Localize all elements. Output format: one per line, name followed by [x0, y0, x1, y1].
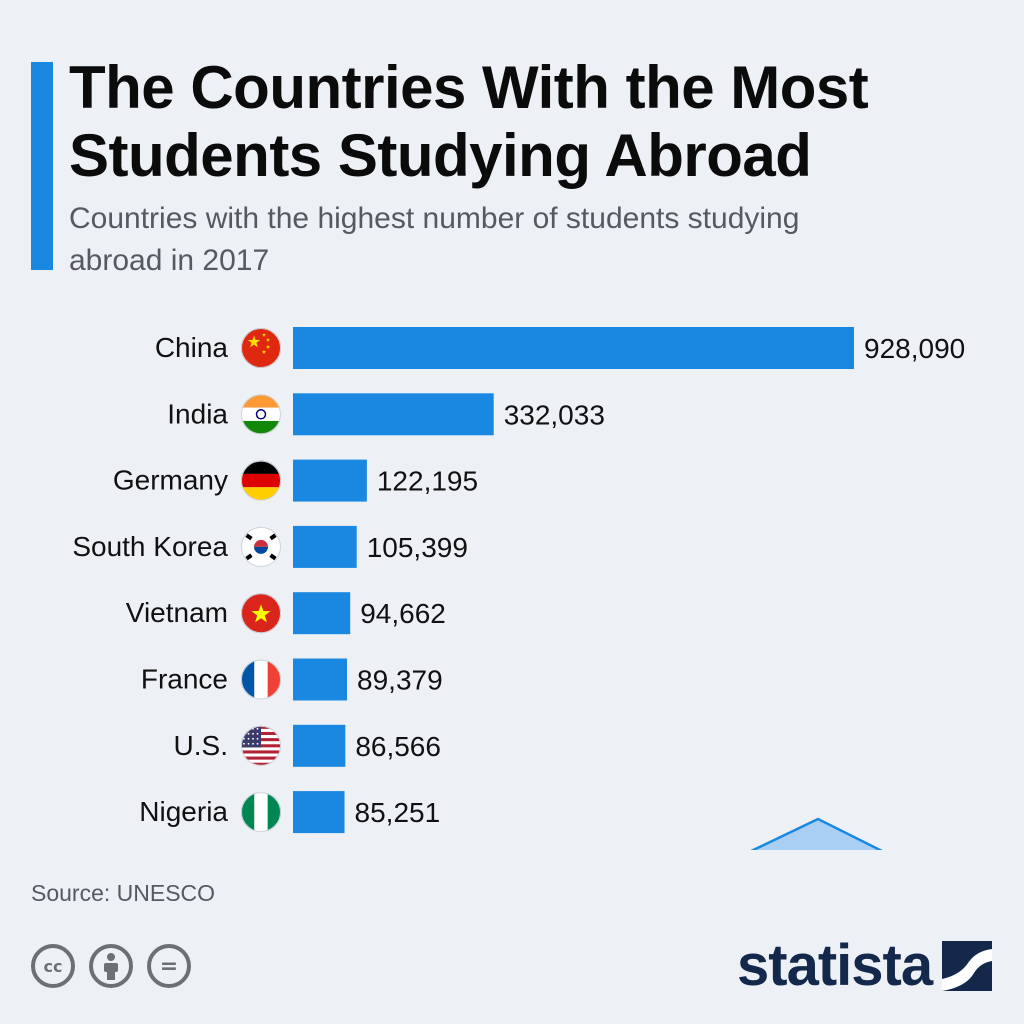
bar: [293, 393, 494, 436]
category-label: Vietnam: [126, 597, 228, 628]
bar: [293, 592, 351, 635]
license-icons: cc =: [31, 944, 191, 988]
statista-logo-text: statista: [737, 933, 933, 998]
category-label: Germany: [113, 465, 228, 496]
value-label: 86,566: [355, 731, 441, 762]
india-flag-icon: [241, 394, 281, 435]
category-label: South Korea: [72, 531, 228, 562]
value-label: 332,033: [504, 399, 605, 430]
value-label: 122,195: [377, 466, 478, 497]
france-flag-icon: [241, 659, 281, 700]
nigeria-flag-icon: [241, 792, 281, 833]
category-label: France: [141, 664, 228, 695]
south-korea-flag-icon: [241, 526, 281, 567]
germany-flag-icon: [241, 460, 281, 501]
category-label: Nigeria: [139, 796, 228, 827]
cc-icon[interactable]: cc: [31, 944, 75, 988]
page-title: The Countries With the Most Students Stu…: [69, 54, 869, 189]
bar: [293, 525, 357, 568]
no-derivatives-icon[interactable]: =: [147, 944, 191, 988]
category-label: U.S.: [174, 730, 228, 761]
value-label: 85,251: [355, 797, 441, 828]
statista-logo[interactable]: statista: [737, 933, 993, 998]
category-label: India: [167, 398, 228, 429]
accent-bar: [31, 62, 53, 270]
bar: [293, 791, 345, 834]
us-flag-icon: [241, 725, 281, 766]
value-label: 94,662: [360, 598, 446, 629]
graduation-cap-globe-icon: [750, 817, 883, 850]
bar: [293, 658, 348, 701]
statista-logo-mark: [942, 941, 993, 991]
attribution-icon[interactable]: [89, 944, 133, 988]
category-label: China: [155, 332, 229, 363]
page-subtitle: Countries with the highest number of stu…: [69, 202, 800, 277]
source-note: Source: UNESCO: [31, 880, 216, 906]
china-flag-icon: [241, 328, 281, 368]
value-label: 89,379: [357, 665, 443, 696]
bar: [293, 459, 367, 502]
vietnam-flag-icon: [241, 593, 281, 634]
bar-chart: China 928,090 India 332,033 Germany 122,195 So…: [72, 327, 965, 850]
value-label: 928,090: [864, 333, 965, 364]
bar: [293, 724, 346, 767]
bar: [293, 327, 854, 369]
value-label: 105,399: [367, 532, 468, 563]
